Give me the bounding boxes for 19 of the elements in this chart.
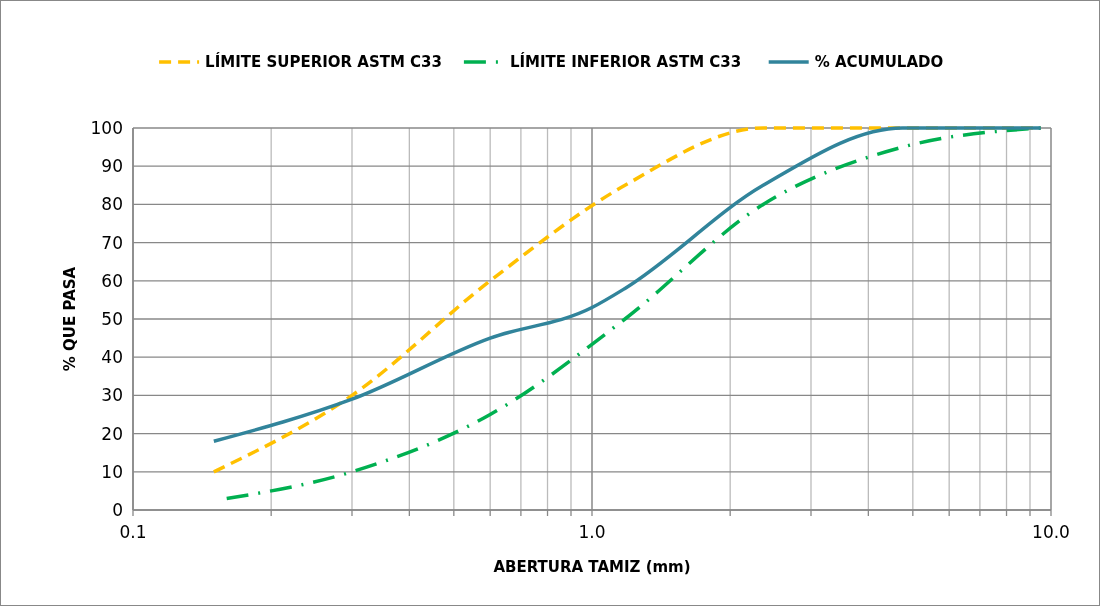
y-tick-label: 80 (101, 194, 123, 215)
x-tick-label: 10.0 (1032, 522, 1070, 542)
y-tick-label: 10 (101, 461, 123, 482)
y-tick-label: 70 (101, 232, 123, 253)
y-tick-label: 20 (101, 423, 123, 444)
y-tick-label: 60 (101, 270, 123, 291)
legend-label: LÍMITE INFERIOR ASTM C33 (509, 52, 742, 71)
y-tick-label: 100 (90, 118, 123, 138)
legend-label: LÍMITE SUPERIOR ASTM C33 (205, 52, 443, 71)
x-axis-title: ABERTURA TAMIZ (mm) (493, 558, 691, 576)
y-tick-label: 40 (101, 347, 123, 368)
y-tick-label: 90 (101, 156, 123, 177)
x-tick-label: 0.1 (119, 522, 147, 542)
y-tick-label: 50 (101, 309, 123, 329)
y-tick-label: 0 (112, 500, 123, 520)
legend-label: % ACUMULADO (814, 53, 944, 71)
y-tick-label: 30 (101, 385, 123, 406)
x-tick-label: 1.0 (578, 522, 606, 542)
y-axis-title: % QUE PASA (61, 266, 79, 372)
